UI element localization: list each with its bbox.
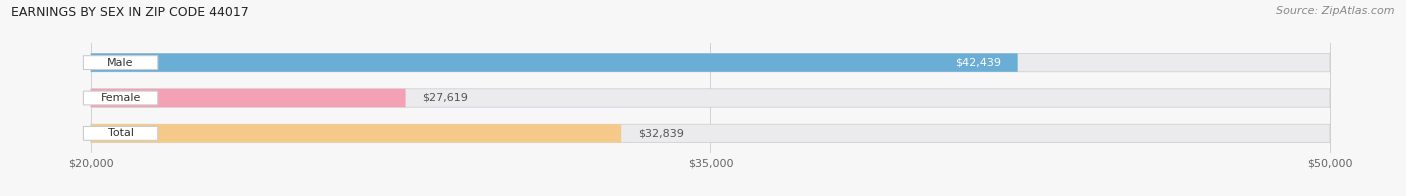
Text: $27,619: $27,619: [422, 93, 468, 103]
FancyBboxPatch shape: [83, 126, 157, 140]
Text: $32,839: $32,839: [638, 128, 683, 138]
FancyBboxPatch shape: [83, 91, 157, 105]
FancyBboxPatch shape: [83, 56, 157, 70]
FancyBboxPatch shape: [91, 124, 1330, 143]
Text: EARNINGS BY SEX IN ZIP CODE 44017: EARNINGS BY SEX IN ZIP CODE 44017: [11, 6, 249, 19]
FancyBboxPatch shape: [91, 89, 1330, 107]
FancyBboxPatch shape: [91, 53, 1018, 72]
FancyBboxPatch shape: [91, 124, 621, 143]
Text: Male: Male: [107, 58, 134, 68]
Text: $42,439: $42,439: [955, 58, 1001, 68]
FancyBboxPatch shape: [91, 89, 405, 107]
Text: Total: Total: [108, 128, 134, 138]
FancyBboxPatch shape: [91, 53, 1330, 72]
Text: Female: Female: [100, 93, 141, 103]
Text: Source: ZipAtlas.com: Source: ZipAtlas.com: [1277, 6, 1395, 16]
